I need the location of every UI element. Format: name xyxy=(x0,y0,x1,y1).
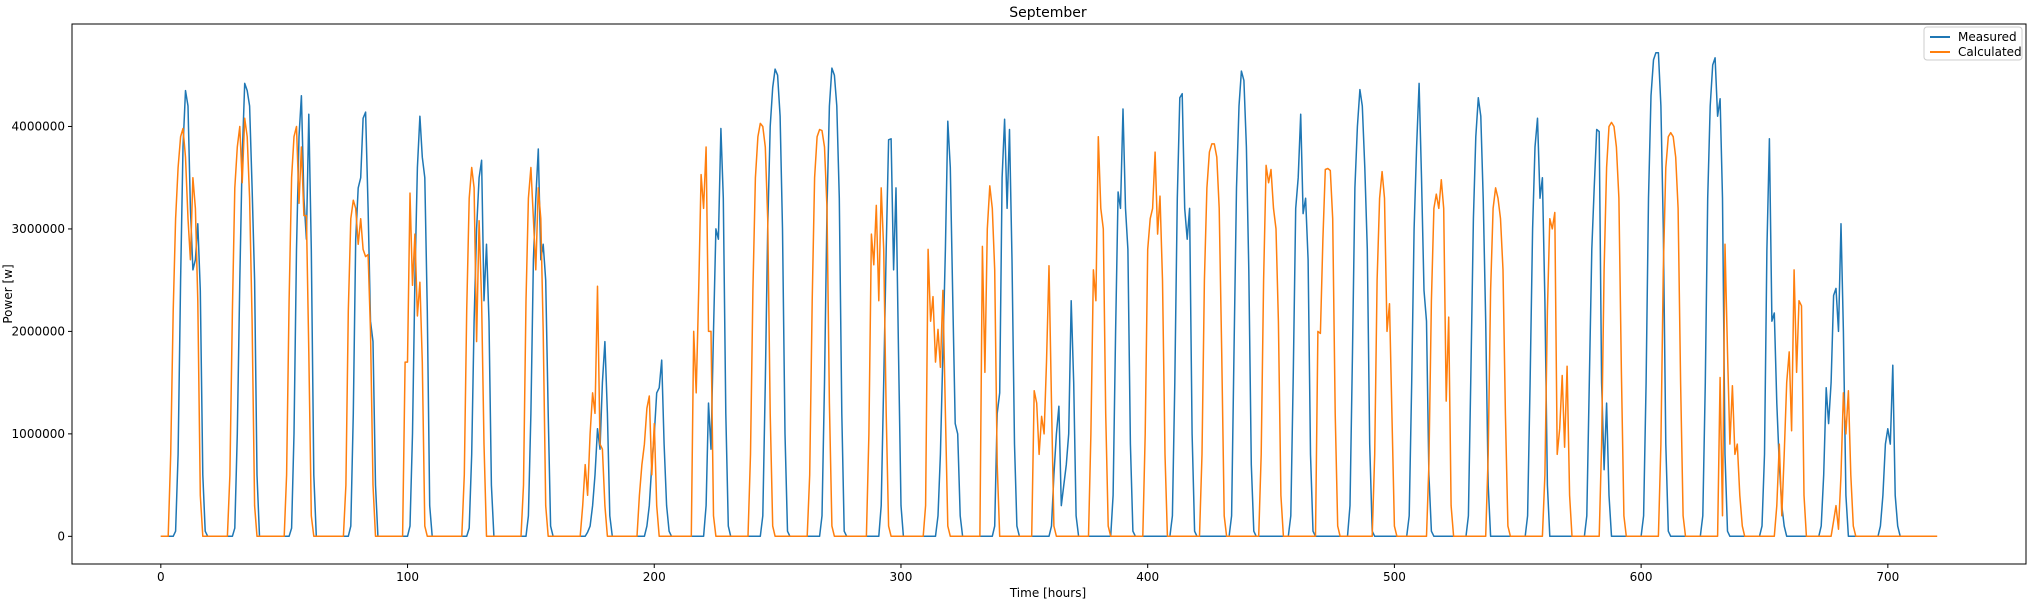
x-tick-label: 400 xyxy=(1136,570,1159,584)
x-axis: 0 100 200 300 400 500 600 700 xyxy=(157,564,1899,584)
x-tick-label: 500 xyxy=(1383,570,1406,584)
y-tick-label: 1000000 xyxy=(12,427,65,441)
x-tick-label: 200 xyxy=(643,570,666,584)
x-tick-label: 700 xyxy=(1876,570,1899,584)
x-axis-label: Time [hours] xyxy=(1009,586,1086,600)
plot-area: 0 100 200 300 400 500 600 700 0 1000000 2000000 30… xyxy=(12,23,2027,584)
plot-frame xyxy=(71,23,2027,565)
legend: Measured Calculated xyxy=(1923,26,2023,61)
y-axis: 0 1000000 2000000 3000000 4000000 xyxy=(12,119,72,543)
y-tick-label: 3000000 xyxy=(12,222,65,236)
series-line-measured xyxy=(160,51,1908,538)
x-tick-label: 100 xyxy=(396,570,419,584)
series-line-calculated xyxy=(160,117,1938,538)
legend-label-calculated: Calculated xyxy=(1958,45,2022,59)
x-tick-label: 300 xyxy=(890,570,913,584)
series-layer xyxy=(160,51,1938,538)
y-tick-label: 0 xyxy=(57,529,65,543)
x-tick-label: 0 xyxy=(157,570,165,584)
y-tick-label: 4000000 xyxy=(12,119,65,133)
y-axis-label: Power [w] xyxy=(1,264,15,323)
chart-title: September xyxy=(1009,5,1087,21)
y-tick-label: 2000000 xyxy=(12,324,65,338)
x-tick-label: 600 xyxy=(1630,570,1653,584)
legend-label-measured: Measured xyxy=(1958,30,2017,44)
